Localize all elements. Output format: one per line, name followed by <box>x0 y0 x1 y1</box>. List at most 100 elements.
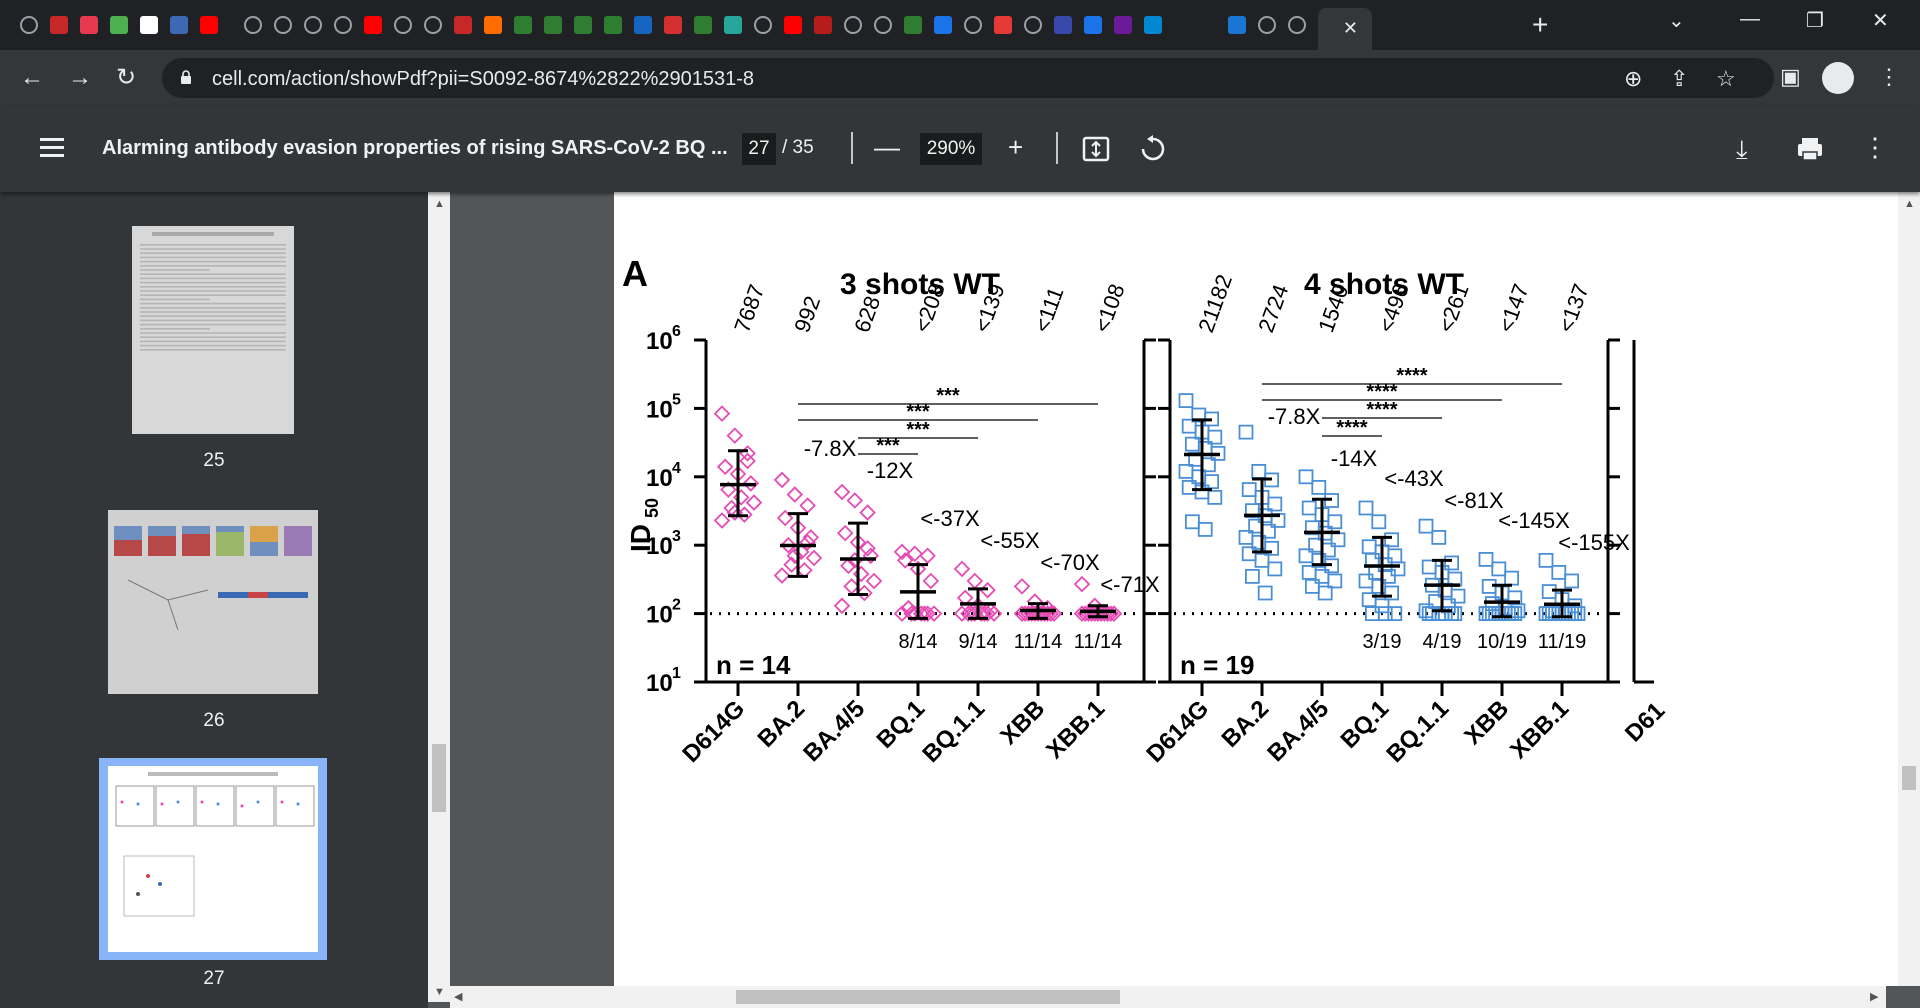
tab[interactable] <box>1252 10 1282 40</box>
tab[interactable] <box>928 10 958 40</box>
gmt-label-group: <147 <box>1493 281 1533 336</box>
tab[interactable] <box>718 10 748 40</box>
thumbnail-text-line <box>140 328 210 330</box>
x-tick-label-group: D614G <box>677 695 750 768</box>
new-tab-button[interactable]: + <box>1532 9 1549 40</box>
profile-avatar[interactable] <box>1822 62 1854 94</box>
tab[interactable] <box>478 10 508 40</box>
bookmark-star-icon[interactable]: ☆ <box>1716 66 1736 91</box>
horizontal-scroll-thumb[interactable] <box>736 990 1120 1004</box>
thumbnail-text-line <box>140 302 286 305</box>
print-icon[interactable] <box>1796 136 1824 162</box>
tab[interactable] <box>134 10 164 40</box>
scroll-right-icon[interactable]: ▶ <box>1870 991 1879 1003</box>
tab[interactable] <box>238 10 268 40</box>
sidebar-scrollbar[interactable]: ▲ ▼ <box>428 192 450 1002</box>
tab[interactable] <box>298 10 328 40</box>
thumbnail-text-line <box>140 281 286 284</box>
tab[interactable] <box>104 10 134 40</box>
tab[interactable] <box>988 10 1018 40</box>
tab[interactable] <box>74 10 104 40</box>
tab[interactable] <box>418 10 448 40</box>
search-icon <box>1084 16 1102 34</box>
rotate-icon[interactable] <box>1138 134 1168 164</box>
tab[interactable] <box>898 10 928 40</box>
tab[interactable] <box>1018 10 1048 40</box>
tab[interactable] <box>538 10 568 40</box>
more-actions-icon[interactable]: ⋮ <box>1862 132 1888 162</box>
tab[interactable] <box>958 10 988 40</box>
search-icon <box>934 16 952 34</box>
close-tab-icon[interactable]: ✕ <box>1342 18 1358 38</box>
pdf-title: Alarming antibody evasion properties of … <box>102 137 728 159</box>
horizontal-scrollbar[interactable]: ◀ ▶ <box>450 986 1886 1008</box>
download-icon[interactable]: ⤓ <box>1736 134 1748 164</box>
vertical-scrollbar[interactable]: ▲ <box>1898 192 1920 986</box>
scroll-left-icon[interactable]: ◀ <box>454 991 463 1003</box>
sidebar-menu-icon[interactable] <box>40 138 64 158</box>
scroll-up-icon[interactable]: ▲ <box>434 198 445 210</box>
thumbnail-page-27[interactable] <box>108 766 318 952</box>
tab[interactable] <box>748 10 778 40</box>
active-tab[interactable]: ✕ <box>1318 8 1372 50</box>
y-tick-exponent: 1 <box>672 665 681 682</box>
data-point <box>1418 518 1434 534</box>
url-text: cell.com/action/showPdf?pii=S0092-8674%2… <box>212 68 755 90</box>
browser-menu-icon[interactable]: ⋮ <box>1878 64 1900 89</box>
address-bar[interactable]: cell.com/action/showPdf?pii=S0092-8674%2… <box>162 58 1774 98</box>
tab[interactable] <box>1078 10 1108 40</box>
minimize-button[interactable]: — <box>1740 8 1760 30</box>
tab[interactable] <box>568 10 598 40</box>
thumbnail-page-25[interactable] <box>132 226 294 434</box>
scroll-down-icon[interactable]: ▼ <box>434 986 445 998</box>
zoom-icon[interactable]: ⊕ <box>1624 66 1643 91</box>
zoom-out-button[interactable]: — <box>874 132 900 162</box>
tab[interactable] <box>508 10 538 40</box>
tab[interactable] <box>808 10 838 40</box>
tab[interactable] <box>688 10 718 40</box>
tab[interactable] <box>1138 10 1168 40</box>
tab[interactable] <box>328 10 358 40</box>
thumbnail-page-26[interactable] <box>108 510 318 694</box>
tab[interactable] <box>164 10 194 40</box>
tab[interactable] <box>658 10 688 40</box>
tab[interactable] <box>628 10 658 40</box>
tab-search-icon[interactable]: ⌄ <box>1668 10 1685 32</box>
data-point <box>773 471 791 489</box>
restore-button[interactable]: ❐ <box>1806 10 1824 32</box>
tab[interactable] <box>1222 10 1252 40</box>
scroll-up-icon[interactable]: ▲ <box>1904 198 1915 210</box>
data-point <box>1377 606 1393 622</box>
tab[interactable] <box>1048 10 1078 40</box>
tab[interactable] <box>268 10 298 40</box>
data-point <box>1384 585 1399 601</box>
thumbnail-text-line <box>140 340 286 343</box>
tab[interactable] <box>838 10 868 40</box>
close-window-button[interactable]: ✕ <box>1872 10 1889 32</box>
page-number-input[interactable]: 27 <box>742 133 776 165</box>
zoom-in-button[interactable]: + <box>1008 132 1024 162</box>
share-icon[interactable]: ⇪ <box>1670 66 1689 91</box>
tab[interactable] <box>868 10 898 40</box>
tab[interactable] <box>1108 10 1138 40</box>
tab[interactable] <box>1282 10 1312 40</box>
tab[interactable] <box>358 10 388 40</box>
tab[interactable] <box>388 10 418 40</box>
tab[interactable] <box>194 10 224 40</box>
tab[interactable] <box>44 10 74 40</box>
vertical-scroll-thumb[interactable] <box>1902 766 1916 790</box>
tab[interactable] <box>778 10 808 40</box>
tab[interactable] <box>14 10 44 40</box>
tab[interactable] <box>448 10 478 40</box>
side-panel-icon[interactable]: ▣ <box>1780 64 1801 89</box>
sample-size-label: n = 14 <box>716 650 791 680</box>
y-tick-label: 10 <box>646 670 673 697</box>
data-point <box>836 524 854 542</box>
fit-to-page-icon[interactable] <box>1082 136 1110 162</box>
tab[interactable] <box>598 10 628 40</box>
reload-button[interactable]: ↻ <box>116 64 137 91</box>
back-button[interactable]: ← <box>20 64 44 91</box>
forward-button[interactable]: → <box>68 64 92 91</box>
zoom-level-input[interactable]: 290% <box>920 133 982 165</box>
sidebar-scroll-thumb[interactable] <box>432 744 446 812</box>
